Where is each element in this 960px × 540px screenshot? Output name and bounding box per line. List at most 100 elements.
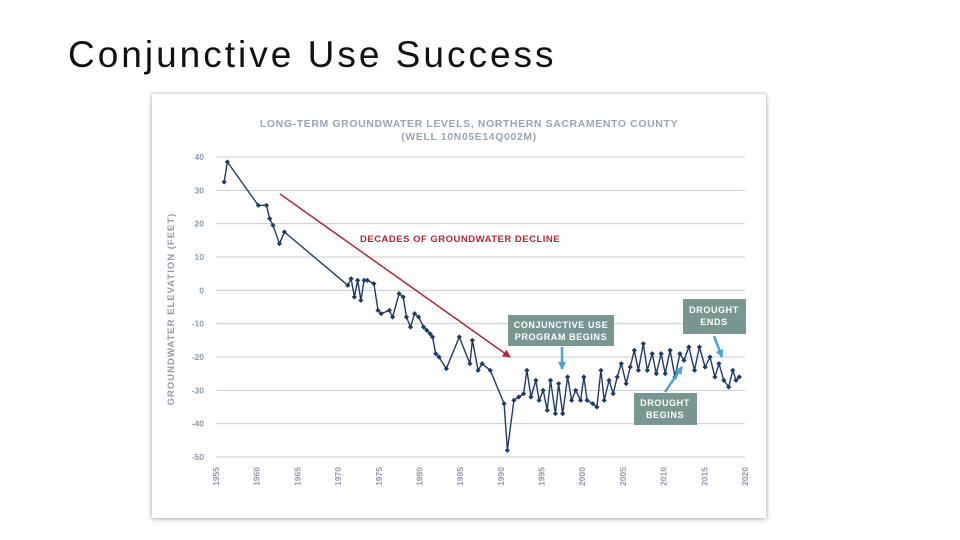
data-point [578, 397, 584, 403]
data-point [606, 377, 612, 383]
data-point [221, 179, 227, 185]
chart-title-line-2: (WELL 10N05E14Q002M) [401, 131, 537, 143]
x-tick-label: 2000 [577, 467, 587, 486]
data-point [590, 401, 596, 407]
data-point [573, 387, 579, 393]
data-point [618, 361, 624, 367]
y-tick-label: -40 [192, 419, 205, 429]
data-point [407, 324, 414, 330]
y-tick-label: 30 [195, 185, 205, 195]
data-point [681, 357, 687, 363]
data-point [712, 374, 718, 380]
data-point [614, 374, 620, 380]
data-point [521, 391, 527, 397]
data-point [540, 387, 546, 393]
data-point [584, 397, 590, 403]
data-point [536, 397, 542, 403]
data-point [456, 334, 462, 340]
x-tick-label: 1985 [455, 467, 465, 486]
data-point [631, 347, 637, 353]
decline-annotation: DECADES OF GROUNDWATER DECLINE [360, 234, 560, 245]
groundwater-chart: LONG-TERM GROUNDWATER LEVELS, NORTHERN S… [166, 118, 750, 486]
y-tick-label: -10 [192, 319, 205, 329]
data-point [516, 394, 522, 400]
program-begins-line-1: CONJUNCTIVE USE [514, 320, 609, 330]
data-point [511, 397, 517, 403]
series-polyline [223, 161, 740, 451]
x-tick-label: 2015 [699, 467, 709, 486]
x-tick-label: 2020 [740, 467, 750, 486]
x-tick-label: 1955 [211, 467, 221, 486]
drought-ends-arrow [712, 335, 724, 358]
data-point [475, 367, 481, 373]
data-point [400, 294, 406, 300]
data-point [429, 334, 436, 340]
chart-title: LONG-TERM GROUNDWATER LEVELS, NORTHERN S… [260, 118, 678, 143]
x-tick-label: 1965 [292, 467, 302, 486]
y-tick-label: -30 [192, 385, 205, 395]
drought-begins-box [634, 393, 697, 425]
data-point [610, 391, 616, 397]
program-begins-callout: CONJUNCTIVE USE PROGRAM BEGINS [508, 315, 614, 370]
data-point [411, 311, 418, 317]
data-point [390, 314, 396, 320]
data-point [601, 397, 607, 403]
data-point [677, 351, 683, 357]
data-point [355, 277, 361, 283]
data-point [733, 377, 739, 383]
drought-ends-line-1: DROUGHT [689, 305, 739, 315]
x-tick-label: 1960 [252, 467, 262, 486]
data-point [420, 324, 427, 330]
data-point [263, 202, 270, 208]
data-point [658, 351, 664, 357]
data-point [487, 367, 493, 373]
data-point [364, 277, 370, 283]
y-tick-label: 10 [195, 252, 205, 262]
data-point [427, 331, 433, 337]
data-point [716, 361, 722, 367]
data-point [691, 367, 698, 373]
data-point [560, 411, 566, 417]
data-point [623, 381, 629, 387]
y-tick-label: 20 [195, 219, 205, 229]
data-point [416, 314, 422, 320]
y-axis-label: GROUNDWATER ELEVATION (FEET) [166, 213, 177, 406]
data-point [351, 294, 357, 300]
data-point [436, 354, 442, 360]
data-point [627, 364, 633, 370]
y-tick-labels: 40 30 20 10 0 -10 -20 -30 -40 -50 [192, 152, 205, 462]
x-tick-label: 2010 [659, 467, 669, 486]
chart-title-line-1: LONG-TERM GROUNDWATER LEVELS, NORTHERN S… [260, 118, 678, 130]
x-tick-label: 1975 [374, 467, 384, 486]
drought-ends-line-2: ENDS [700, 317, 727, 327]
data-point [686, 344, 692, 350]
data-point [361, 277, 367, 283]
data-point [348, 276, 354, 282]
data-point [544, 407, 550, 413]
data-point [721, 377, 727, 383]
drought-begins-arrow [663, 366, 684, 393]
data-point [524, 367, 530, 373]
drought-ends-callout: DROUGHT ENDS [683, 299, 746, 358]
drought-ends-box [683, 299, 746, 334]
x-tick-labels: 1955 1960 1965 1970 1975 1980 1985 1990 1995 2000… [211, 467, 750, 486]
data-point [386, 307, 392, 313]
drought-begins-line-1: DROUGHT [640, 398, 690, 408]
data-point [469, 337, 475, 343]
data-point [564, 374, 571, 380]
slide-title: Conjunctive Use Success [68, 34, 557, 75]
x-tick-label: 1990 [496, 467, 506, 486]
x-tick-label: 2005 [618, 467, 628, 486]
data-point [375, 307, 381, 313]
data-point [479, 361, 485, 367]
data-point [443, 366, 449, 372]
decline-arrow [279, 193, 511, 358]
y-tick-label: 0 [199, 285, 204, 295]
data-point [653, 371, 659, 377]
y-tick-label: -20 [192, 352, 205, 362]
x-tick-label: 1995 [537, 467, 547, 486]
data-point [649, 351, 655, 357]
data-point [276, 241, 283, 247]
data-point [556, 381, 562, 387]
data-point [598, 367, 604, 373]
